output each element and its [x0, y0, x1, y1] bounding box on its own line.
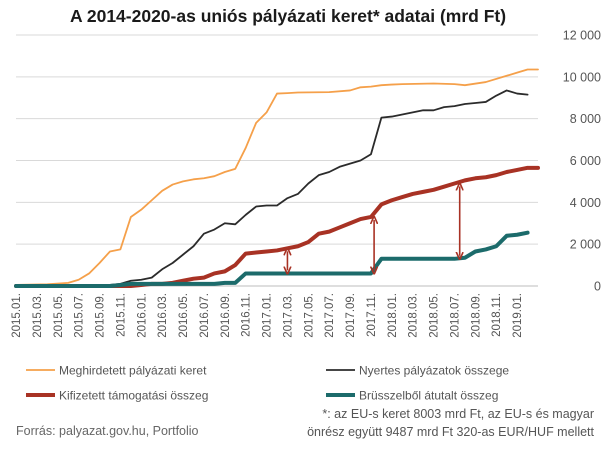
x-tick-label: 2016.03. — [157, 293, 169, 338]
x-tick-label: 2015.03. — [32, 293, 44, 338]
series-line-3 — [14, 165, 540, 288]
x-tick-label: 2015.07. — [74, 293, 86, 338]
x-tick-label: 2017.07. — [324, 293, 336, 338]
x-tick-label: 2016.05. — [178, 293, 190, 338]
legend: Meghirdetett pályázati keret Nyertes pály… — [26, 364, 509, 403]
x-tick-label: 2017.05. — [303, 293, 315, 338]
legend-label-3: Kifizetett támogatási összeg — [59, 389, 208, 403]
legend-label-4: Brüsszelből átutalt összeg — [359, 389, 498, 403]
x-tick-label: 2018.03. — [408, 293, 420, 338]
x-tick-label: 2018.11. — [491, 293, 503, 337]
chart-title: A 2014-2020-as uniós pályázati keret* ad… — [70, 6, 507, 26]
x-axis-ticks: 2015.01. 2015.03. 2015.05. 2015.07. 2015.09.… — [11, 293, 524, 338]
gridlines — [16, 34, 538, 287]
x-tick-label: 2018.09. — [470, 293, 482, 338]
x-tick-label: 2016.01. — [136, 293, 148, 338]
x-tick-label: 2015.05. — [53, 293, 65, 338]
legend-label-1: Meghirdetett pályázati keret — [59, 364, 207, 378]
gap-arrows — [287, 187, 459, 271]
source-note: Forrás: palyazat.gov.hu, Portfolio — [16, 424, 199, 438]
series-line-1 — [15, 68, 539, 286]
y-tick-label: 8 000 — [570, 112, 601, 126]
y-tick-label: 4 000 — [570, 196, 601, 210]
x-tick-label: 2015.01. — [11, 293, 23, 338]
y-tick-label: 12 000 — [563, 29, 601, 43]
footnote-line-2: önrész együtt 9487 mrd Ft 320-as EUR/HUF… — [307, 425, 594, 439]
x-tick-label: 2015.11. — [115, 293, 127, 337]
x-tick-label: 2018.07. — [449, 293, 461, 338]
x-tick-label: 2015.09. — [95, 293, 107, 338]
x-tick-label: 2017.01. — [262, 293, 274, 338]
x-tick-label: 2016.11. — [241, 293, 253, 337]
y-tick-label: 0 — [594, 280, 601, 294]
y-tick-label: 2 000 — [570, 238, 601, 252]
y-axis-ticks: 12 000 10 000 8 000 6 000 4 000 2 000 0 — [563, 29, 601, 294]
x-tick-label: 2018.01. — [387, 293, 399, 338]
x-tick-label: 2016.07. — [199, 293, 211, 338]
x-tick-label: 2017.03. — [282, 293, 294, 338]
y-tick-label: 6 000 — [570, 154, 601, 168]
y-tick-label: 10 000 — [563, 70, 601, 84]
x-tick-label: 2017.09. — [345, 293, 357, 338]
x-tick-label: 2017.11. — [366, 293, 378, 337]
x-tick-label: 2019.01. — [512, 293, 524, 338]
x-tick-label: 2018.05. — [429, 293, 441, 338]
footnote: *: az EU-s keret 8003 mrd Ft, az EU-s és… — [307, 405, 594, 441]
footnote-line-1: *: az EU-s keret 8003 mrd Ft, az EU-s és… — [322, 407, 594, 421]
series-line-4 — [14, 230, 530, 288]
series-line-2 — [15, 89, 529, 287]
legend-label-2: Nyertes pályázatok összege — [359, 364, 509, 378]
x-tick-label: 2016.09. — [220, 293, 232, 338]
